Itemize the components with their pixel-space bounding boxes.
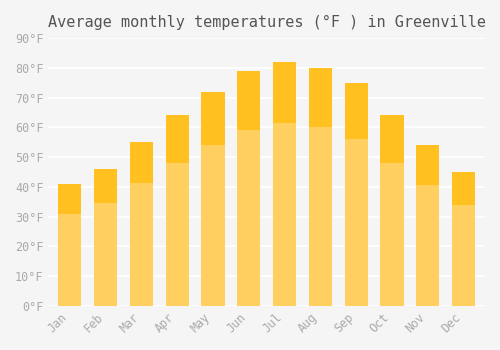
Bar [202, 92, 224, 306]
Bar [273, 62, 296, 123]
Bar [416, 145, 440, 186]
Bar [130, 142, 153, 306]
Bar [94, 169, 118, 203]
Bar [308, 68, 332, 306]
Bar [58, 184, 82, 214]
Bar [58, 184, 82, 306]
Bar [344, 83, 368, 306]
Bar [380, 116, 404, 306]
Bar [344, 83, 368, 139]
Bar [273, 62, 296, 306]
Bar [94, 169, 118, 306]
Bar [166, 116, 189, 306]
Bar [452, 172, 475, 306]
Title: Average monthly temperatures (°F ) in Greenville: Average monthly temperatures (°F ) in Gr… [48, 15, 486, 30]
Bar [237, 71, 260, 130]
Bar [308, 68, 332, 127]
Bar [130, 142, 153, 183]
Bar [237, 71, 260, 306]
Bar [416, 145, 440, 306]
Bar [452, 172, 475, 205]
Bar [166, 116, 189, 163]
Bar [202, 92, 224, 145]
Bar [380, 116, 404, 163]
